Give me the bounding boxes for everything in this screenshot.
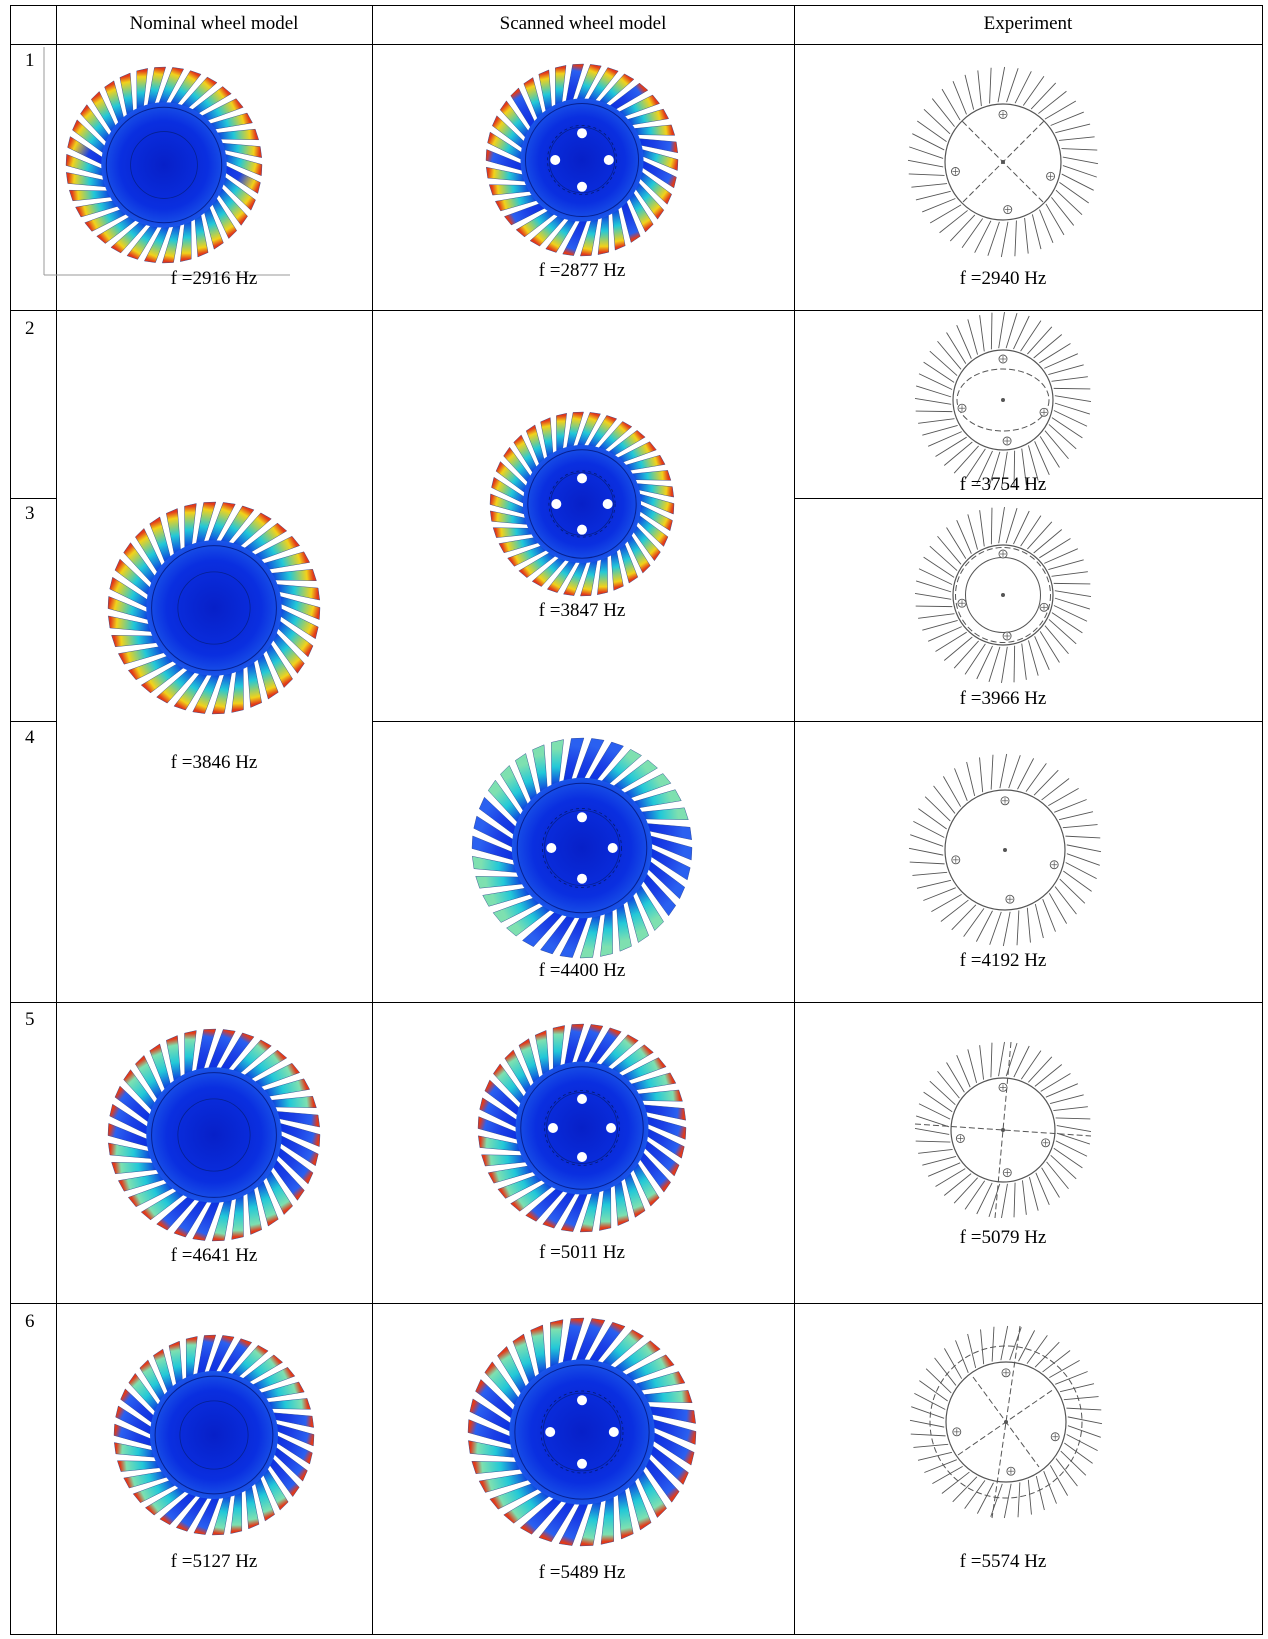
- nominal-column-border: [372, 5, 373, 1635]
- row-number-6: 6: [25, 1311, 35, 1332]
- row-number-4: 4: [25, 727, 35, 748]
- header-nominal: Nominal wheel model: [129, 13, 299, 34]
- table-left-border: [10, 5, 11, 1635]
- row-2-bottom-border-exp-col: [794, 498, 1262, 499]
- nominal-freq-mode-2-4: f =3846 Hz: [170, 752, 258, 773]
- experiment-freq-mode-2: f =3754 Hz: [959, 474, 1047, 495]
- row-5-bottom-border: [10, 1303, 1262, 1304]
- row-number-1: 1: [25, 50, 35, 71]
- row-3-bottom-border-num: [10, 721, 56, 722]
- experiment-freq-mode-6: f =5574 Hz: [959, 1551, 1047, 1572]
- table-top-border: [10, 5, 1262, 6]
- number-column-border: [56, 5, 57, 1635]
- experiment-freq-mode-1: f =2940 Hz: [959, 268, 1047, 289]
- nominal-freq-mode-1: f =2916 Hz: [170, 268, 258, 289]
- row-3-bottom-border-scan: [372, 721, 1262, 722]
- experiment-freq-mode-3: f =3966 Hz: [959, 688, 1047, 709]
- table-bottom-border: [10, 1634, 1262, 1635]
- header-scanned: Scanned wheel model: [499, 13, 667, 34]
- row-2-bottom-border-experiment: [10, 498, 56, 499]
- scanned-freq-mode-6: f =5489 Hz: [538, 1562, 626, 1583]
- experiment-freq-mode-4: f =4192 Hz: [959, 950, 1047, 971]
- scanned-freq-mode-5: f =5011 Hz: [539, 1242, 625, 1263]
- nominal-freq-mode-5: f =4641 Hz: [170, 1245, 258, 1266]
- row-number-5: 5: [25, 1009, 35, 1030]
- row-1-bottom-border: [10, 310, 1262, 311]
- nominal-freq-mode-6: f =5127 Hz: [170, 1551, 258, 1572]
- scanned-freq-mode-4: f =4400 Hz: [538, 960, 626, 981]
- scanned-freq-mode-2-3: f =3847 Hz: [538, 600, 626, 621]
- row-number-2: 2: [25, 318, 35, 339]
- row-number-3: 3: [25, 503, 35, 524]
- header-separator: [10, 44, 1262, 45]
- header-experiment: Experiment: [983, 13, 1073, 34]
- table-right-border: [1262, 5, 1263, 1635]
- experiment-freq-mode-5: f =5079 Hz: [959, 1227, 1047, 1248]
- scanned-column-border: [794, 5, 795, 1635]
- scanned-freq-mode-1: f =2877 Hz: [538, 260, 626, 281]
- row-4-bottom-border: [10, 1002, 1262, 1003]
